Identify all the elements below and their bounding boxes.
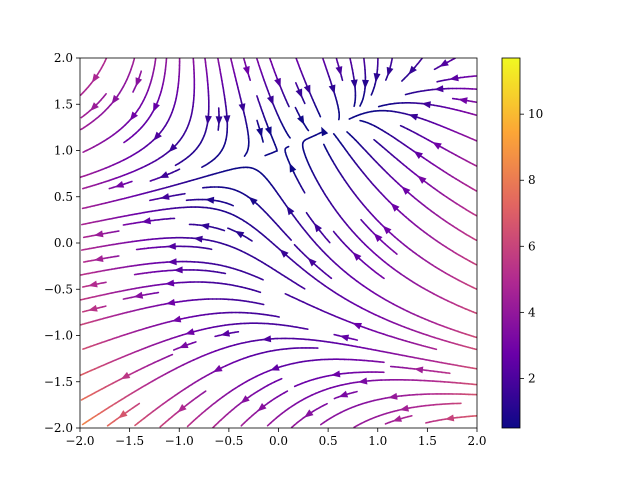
streamline <box>82 249 86 250</box>
x-tick-label: 0.5 <box>319 434 338 448</box>
x-tick-label: −1.0 <box>165 434 194 448</box>
y-tick-label: 0.5 <box>54 190 73 204</box>
streamline <box>406 94 410 95</box>
y-tick-label: −2.0 <box>44 421 73 435</box>
streamline <box>84 261 88 262</box>
streamline <box>109 188 113 189</box>
colorbar-tick-label: 10 <box>528 107 543 121</box>
y-tick-label: −0.5 <box>44 282 73 296</box>
colorbar-tick-label: 2 <box>528 371 536 385</box>
streamline <box>437 81 441 82</box>
streamline <box>354 103 355 107</box>
colorbar-tick-label: 4 <box>528 305 536 319</box>
colorbar <box>502 58 520 428</box>
streamline <box>379 106 383 107</box>
colorbar-tick-label: 6 <box>528 239 536 253</box>
y-tick-label: −1.0 <box>44 329 73 343</box>
streamline <box>135 274 139 275</box>
streamline <box>426 422 430 423</box>
streamline <box>83 208 87 209</box>
streamline <box>137 249 141 250</box>
streamline <box>262 138 263 142</box>
streamline <box>453 99 457 100</box>
streamline <box>81 274 85 275</box>
streamline <box>342 77 343 81</box>
streamline <box>215 336 219 337</box>
streamline <box>150 200 154 201</box>
streamline <box>82 224 86 225</box>
x-tick-label: 1.5 <box>418 434 437 448</box>
streamline <box>123 298 127 299</box>
y-tick-label: 0.0 <box>54 236 73 250</box>
x-tick-label: −2.0 <box>65 434 94 448</box>
x-tick-label: 2.0 <box>467 434 486 448</box>
colorbar-tick-label: 8 <box>528 173 536 187</box>
y-tick-label: 1.0 <box>54 144 73 158</box>
streamline <box>83 188 87 189</box>
x-tick-label: −1.5 <box>115 434 144 448</box>
streamline <box>84 237 88 238</box>
y-tick-label: −1.5 <box>44 375 73 389</box>
streamline <box>334 335 338 336</box>
x-tick-label: −0.5 <box>214 434 243 448</box>
streamline <box>249 77 250 81</box>
streamline <box>81 299 85 300</box>
streamline <box>123 224 127 225</box>
y-tick-label: 2.0 <box>54 51 73 65</box>
streamline <box>81 324 85 325</box>
x-tick-label: 1.0 <box>368 434 387 448</box>
x-tick-label: 0.0 <box>269 434 288 448</box>
streamline <box>83 311 87 312</box>
streamline <box>83 286 87 287</box>
y-tick-label: 1.5 <box>54 97 73 111</box>
streamline <box>360 121 364 122</box>
